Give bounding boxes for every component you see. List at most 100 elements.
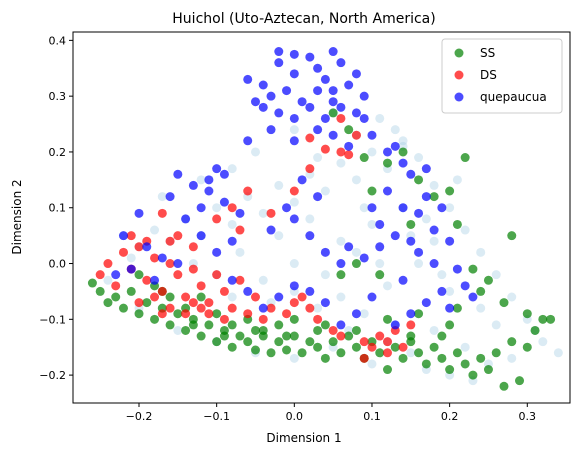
data-point-ds [118, 247, 128, 257]
data-point-ds [126, 231, 136, 241]
data-point-ss [351, 259, 361, 269]
data-point-ds [305, 303, 315, 313]
data-point-ss [406, 331, 416, 341]
data-point-ss [87, 278, 97, 288]
data-point-quepaucua [359, 91, 369, 101]
data-point-quepaucua [390, 231, 400, 241]
data-point-ss [212, 337, 222, 347]
data-point-quepaucua [336, 259, 346, 269]
data-point-quepaucua [305, 52, 315, 62]
data-point-ds [250, 292, 260, 302]
data-point-quepaucua [258, 80, 268, 90]
data-point-ds [336, 147, 346, 157]
legend-box [441, 38, 563, 114]
data-point-ds [359, 337, 369, 347]
data-point-quepaucua [111, 270, 121, 280]
data-point-ss [351, 325, 361, 335]
x-tick-label: 0.0 [286, 410, 304, 423]
data-point-quepaucua [235, 208, 245, 218]
plot-frame [72, 31, 571, 404]
data-point-ss [390, 342, 400, 352]
data-point-quepaucua [351, 69, 361, 79]
background-point [103, 275, 113, 285]
data-point-quepaucua [188, 180, 198, 190]
y-tick-label: −0.2 [39, 369, 66, 382]
data-point-ds [227, 303, 237, 313]
data-point-quepaucua [375, 242, 385, 252]
data-point-ds [328, 325, 338, 335]
data-point-ss [181, 325, 191, 335]
data-point-quepaucua [398, 203, 408, 213]
data-point-quepaucua [266, 91, 276, 101]
data-point-quepaucua [320, 113, 330, 123]
data-point-ss [165, 292, 175, 302]
data-point-quepaucua [359, 253, 369, 263]
data-point-ss [491, 348, 501, 358]
data-point-ds [134, 298, 144, 308]
data-point-quepaucua [328, 86, 338, 96]
background-point [429, 180, 439, 190]
background-point [359, 203, 369, 213]
data-point-quepaucua [243, 286, 253, 296]
data-point-ss [483, 365, 493, 375]
data-point-ss [383, 365, 393, 375]
data-point-ds [336, 331, 346, 341]
data-point-quepaucua [344, 242, 354, 252]
background-point [157, 192, 167, 202]
data-point-ds [383, 337, 393, 347]
data-point-ss [336, 270, 346, 280]
y-axis: −0.2 −0.1 0.0 0.1 0.2 0.3 0.4 [39, 34, 73, 382]
data-point-ds [196, 303, 206, 313]
data-point-quepaucua [289, 136, 299, 146]
data-point-quepaucua [243, 136, 253, 146]
data-point-ds [305, 133, 315, 143]
x-axis-label: Dimension 1 [266, 431, 341, 445]
data-point-ss [538, 314, 548, 324]
data-point-ds [196, 281, 206, 291]
background-point [336, 292, 346, 302]
data-point-quepaucua [313, 86, 323, 96]
data-point-ss [437, 331, 447, 341]
data-point-quepaucua [118, 231, 128, 241]
background-point [421, 214, 431, 224]
background-point [150, 225, 160, 235]
data-point-ss [258, 325, 268, 335]
data-point-ss [414, 175, 424, 185]
background-point [289, 353, 299, 363]
data-point-quepaucua [398, 275, 408, 285]
data-point-quepaucua [367, 203, 377, 213]
data-point-ds [181, 309, 191, 319]
background-point [538, 337, 548, 347]
background-point [313, 303, 323, 313]
data-point-ds [258, 314, 268, 324]
data-point-ds [188, 242, 198, 252]
background-point [336, 236, 346, 246]
y-tick-label: 0.1 [49, 202, 67, 215]
data-point-ss [398, 353, 408, 363]
data-point-quepaucua [460, 281, 470, 291]
data-point-ss [282, 345, 292, 355]
background-point [289, 125, 299, 135]
background-point [390, 125, 400, 135]
data-point-ds [181, 292, 191, 302]
y-tick-label: 0.4 [49, 34, 67, 47]
data-point-quepaucua [258, 102, 268, 112]
background-point [289, 197, 299, 207]
background-point [460, 225, 470, 235]
data-point-ss [196, 292, 206, 302]
data-point-quepaucua [219, 197, 229, 207]
data-point-ds [157, 208, 167, 218]
data-point-quepaucua [196, 231, 206, 241]
background-point [367, 147, 377, 157]
data-point-ds [359, 353, 369, 363]
data-point-quepaucua [390, 141, 400, 151]
data-point-quepaucua [421, 164, 431, 174]
data-point-quepaucua [445, 236, 455, 246]
data-point-ss [344, 331, 354, 341]
data-point-ss [212, 309, 222, 319]
data-point-ds [173, 231, 183, 241]
data-point-ds [173, 270, 183, 280]
x-axis: −0.2 −0.1 0.0 0.1 0.2 0.3 [126, 403, 536, 423]
data-point-ss [289, 331, 299, 341]
data-point-ds [111, 281, 121, 291]
